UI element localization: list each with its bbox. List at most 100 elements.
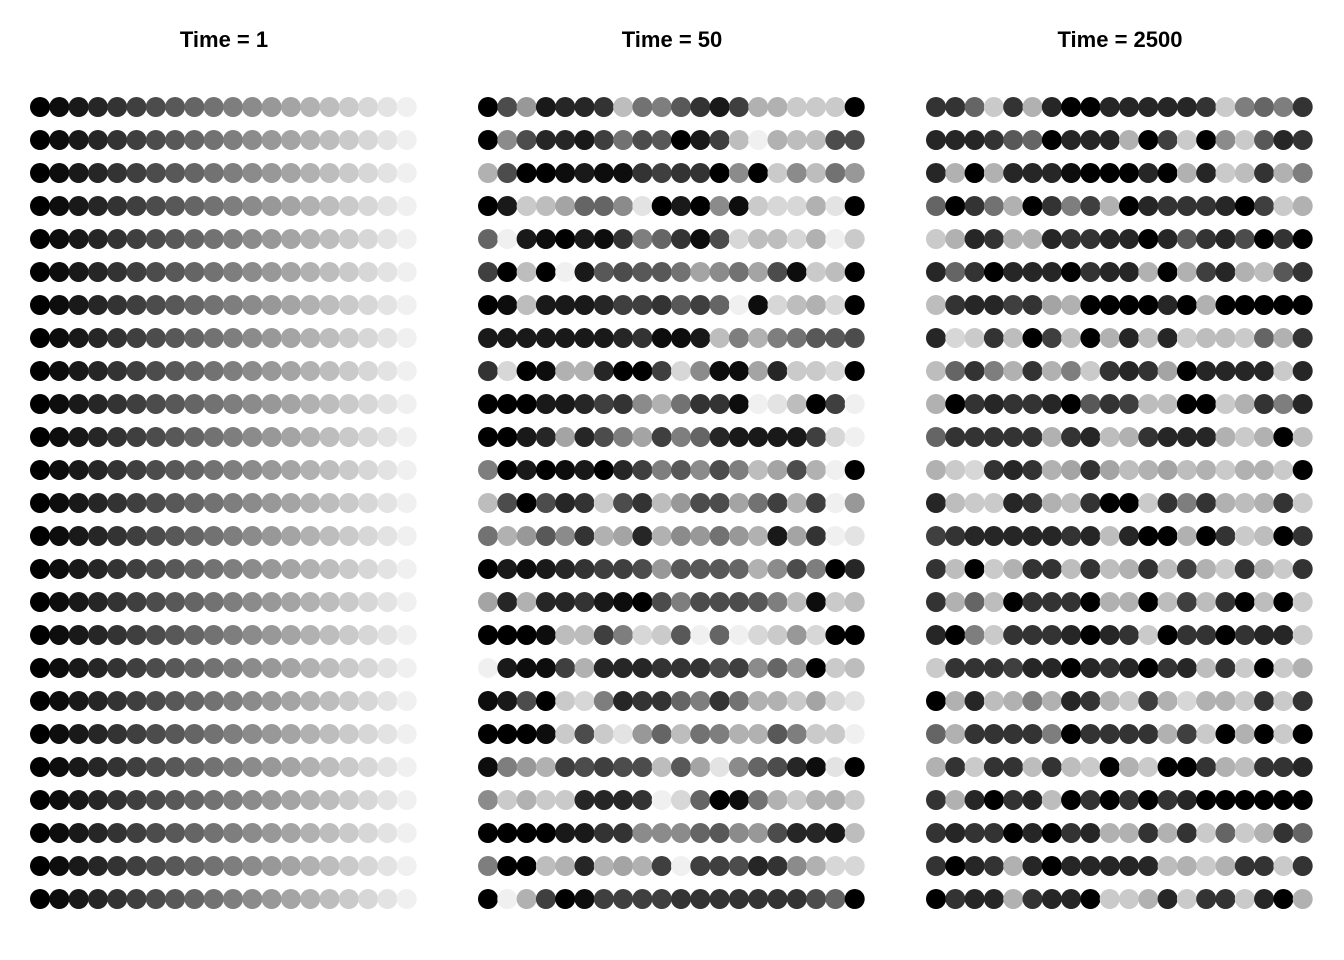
dot [203,427,224,447]
dot [671,262,691,282]
dot [261,757,282,777]
dot [107,460,128,480]
dot [165,262,186,282]
dot [690,625,711,645]
dot [574,790,595,810]
dot [1138,559,1159,579]
dot [261,460,282,480]
dot [203,163,224,183]
dot [184,361,205,381]
dot [945,658,966,678]
dot [1215,361,1236,381]
dot [203,328,224,348]
dot [300,460,321,480]
dot [1196,328,1217,348]
dot [396,493,417,513]
dot [825,460,846,480]
dot [1119,889,1139,909]
dot [767,460,788,480]
dot [786,823,807,843]
dot [1196,559,1217,579]
dot [280,559,301,579]
dot [613,790,634,810]
dot [535,691,556,711]
dot-grid [926,97,1313,909]
dot [983,196,1004,216]
dot [223,790,243,810]
dot [396,229,417,249]
dot [126,427,147,447]
dot [1234,361,1255,381]
dot [574,559,595,579]
dot [49,823,70,843]
dot [87,196,108,216]
dot [593,130,614,150]
dot [1215,460,1236,480]
dot [844,691,865,711]
dot [1234,592,1255,612]
dot [1003,97,1024,117]
dot [555,625,576,645]
dot [1196,724,1217,744]
dot [1273,790,1294,810]
dot [516,196,537,216]
dot [30,229,50,249]
dot [844,493,865,513]
dot [1176,196,1197,216]
dot [926,856,946,876]
dot [1157,691,1178,711]
dot [338,493,359,513]
dot [1119,460,1139,480]
dot [338,790,359,810]
dot [748,196,769,216]
dot [145,592,166,612]
dot [1234,823,1255,843]
dot [145,658,166,678]
dot [1273,691,1294,711]
dot [1080,856,1101,876]
dot [478,97,498,117]
dot [983,229,1004,249]
dot [728,130,749,150]
dot [926,625,946,645]
dot [926,493,946,513]
dot [87,658,108,678]
dot [1119,394,1139,414]
dot [1196,361,1217,381]
dot [107,724,128,744]
dot [1292,295,1313,315]
dot [377,790,398,810]
dot [574,97,595,117]
dot [1176,427,1197,447]
dot [107,361,128,381]
dot [145,691,166,711]
dot [516,394,537,414]
dot [535,163,556,183]
dot [651,229,672,249]
dot [1061,889,1082,909]
dot [535,361,556,381]
dot [748,493,769,513]
dot [184,394,205,414]
dot [30,460,50,480]
dot [87,163,108,183]
dot [165,559,186,579]
dot [497,97,518,117]
dot [1273,724,1294,744]
dot [396,757,417,777]
dot [1176,460,1197,480]
dot [396,526,417,546]
dot [49,526,70,546]
dot [497,394,518,414]
dot [184,625,205,645]
dot [377,196,398,216]
dot [1080,889,1101,909]
dot [242,658,263,678]
dot [1099,394,1120,414]
dot [748,328,769,348]
dot [1254,856,1275,876]
dot [690,196,711,216]
dot [223,592,243,612]
dot [280,790,301,810]
dot [300,526,321,546]
